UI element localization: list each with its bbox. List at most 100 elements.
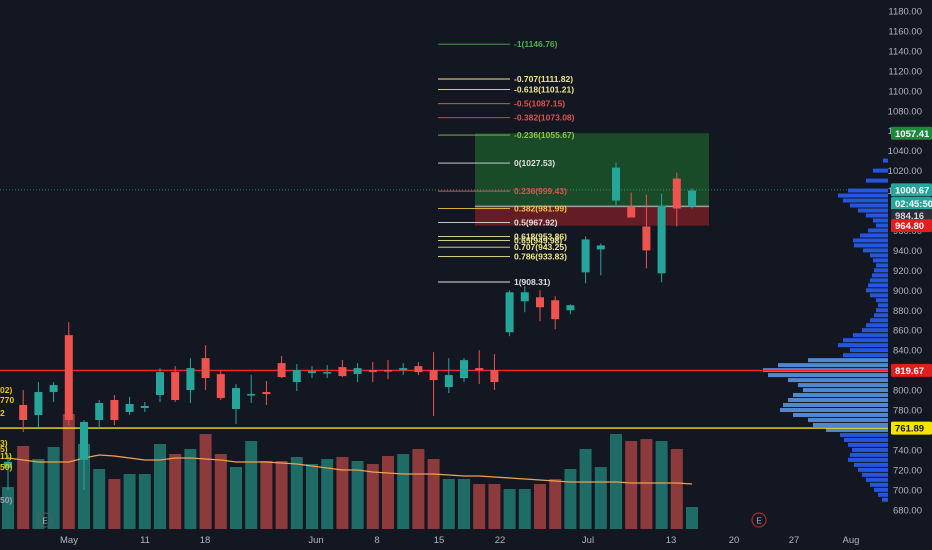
horizontal-lines[interactable]	[0, 369, 888, 429]
volume-profile-row	[826, 427, 888, 432]
earnings-event-marker[interactable]	[751, 512, 767, 528]
profit-zone	[475, 133, 709, 207]
candle-body	[642, 226, 651, 251]
left-edge-label: 770	[0, 395, 14, 405]
volume-bars	[2, 414, 698, 529]
volume-profile-row	[853, 238, 888, 243]
volume-profile-row	[848, 442, 888, 447]
time-tick-label: 20	[729, 535, 740, 546]
candle-body	[323, 372, 332, 374]
volume-bar	[184, 449, 197, 529]
volume-profile-row	[874, 313, 888, 318]
volume-profile-row	[873, 258, 888, 263]
volume-profile	[763, 158, 888, 502]
volume-bar	[290, 457, 303, 529]
price-tick-label: 1160.00	[888, 26, 922, 37]
candle-body	[627, 206, 636, 218]
volume-bar	[351, 461, 364, 529]
price-tick-label: 880.00	[893, 306, 922, 317]
volume-profile-row	[813, 422, 888, 427]
volume-profile-row	[866, 288, 888, 293]
candle-body	[688, 190, 696, 207]
event-marker-1[interactable]: E	[37, 512, 53, 528]
fib-level-label: 0.382(981.99)	[514, 204, 567, 214]
volume-profile-row	[808, 417, 888, 422]
volume-profile-row	[852, 447, 888, 452]
volume-profile-row	[866, 323, 888, 328]
price-badge	[891, 363, 932, 377]
volume-profile-row	[883, 158, 888, 163]
price-axis-background	[888, 0, 932, 550]
volume-profile-row	[873, 168, 888, 173]
price-tick-label: 900.00	[893, 286, 922, 297]
price-tick-label: 1040.00	[888, 146, 922, 157]
volume-bar	[230, 467, 242, 529]
volume-profile-row	[844, 437, 888, 442]
volume-bar	[670, 449, 683, 529]
volume-profile-row	[788, 398, 888, 403]
volume-bar	[138, 474, 151, 529]
volume-bar	[564, 469, 577, 529]
fibonacci-extension[interactable]: -1(1146.76) -0.707(1111.82)-0.618(1101.21…	[438, 39, 575, 287]
long-position-tool[interactable]	[0, 133, 888, 226]
time-tick-label: 22	[495, 535, 506, 546]
fib-level-label: -0.5(1087.15)	[514, 99, 565, 109]
candle-body	[429, 370, 438, 381]
volume-bar	[640, 439, 653, 529]
volume-profile-row	[873, 218, 888, 223]
volume-bar	[397, 454, 410, 529]
svg-text:E: E	[42, 517, 47, 526]
price-tick-label: 920.00	[893, 266, 922, 277]
left-edge-label: 02)	[0, 385, 12, 395]
candle-body	[460, 360, 468, 379]
volume-profile-row	[843, 198, 888, 203]
volume-bar	[518, 489, 531, 529]
left-edge-label: 11)	[0, 451, 12, 461]
price-badge	[891, 197, 932, 211]
volume-profile-row	[854, 243, 888, 248]
price-axis[interactable]: 1180.00 1160.00 1140.00 1120.00 1100.00 1080.…	[888, 0, 932, 550]
volume-profile-row	[876, 298, 888, 303]
price-badge	[891, 421, 932, 435]
volume-bar	[427, 459, 440, 529]
left-edge-label: 3)	[0, 438, 8, 448]
time-tick-label: 8	[374, 535, 379, 546]
volume-bar	[336, 457, 349, 529]
fib-level-label: 0.65(949.98)	[514, 235, 562, 245]
time-tick-label: Aug	[843, 535, 860, 546]
candle-body	[186, 368, 195, 391]
time-tick-label: 18	[200, 535, 211, 546]
left-edge-label: 50)	[0, 495, 12, 505]
candle-body	[156, 372, 164, 396]
volume-profile-row	[843, 353, 888, 358]
event-marker-2[interactable]: E	[751, 512, 767, 528]
volume-profile-row	[848, 457, 888, 462]
volume-profile-row	[843, 338, 888, 343]
candle-body	[247, 394, 256, 396]
fib-level-label: 0.236(999.43)	[514, 186, 567, 196]
fib-level-label: 0(1027.53)	[514, 158, 555, 168]
price-tick-label: 860.00	[893, 326, 922, 337]
price-badge-label: 1000.67	[895, 185, 929, 196]
volume-bar	[245, 441, 258, 529]
price-badge	[891, 183, 932, 197]
candle-body	[19, 405, 28, 420]
volume-profile-row	[840, 432, 888, 437]
candle-body	[125, 404, 134, 412]
price-badge-label: 761.89	[895, 424, 924, 435]
earnings-event-marker[interactable]	[37, 512, 53, 528]
candle-body	[80, 421, 88, 460]
time-tick-label: May	[60, 535, 78, 546]
volume-bar	[579, 449, 592, 529]
volume-bar	[169, 454, 182, 529]
time-axis[interactable]: May 11 18 Jun 8 15 22 Jul 13 20 27 Aug	[60, 535, 859, 546]
price-tick-label: 780.00	[893, 406, 922, 417]
volume-bar	[275, 461, 288, 529]
volume-profile-row	[858, 467, 888, 472]
fib-level-label: -1(1146.76)	[514, 39, 558, 49]
fib-level-label: -0.382(1073.08)	[514, 113, 575, 123]
volume-profile-row	[878, 303, 888, 308]
candle-body	[201, 358, 210, 379]
candle-body	[612, 167, 620, 201]
